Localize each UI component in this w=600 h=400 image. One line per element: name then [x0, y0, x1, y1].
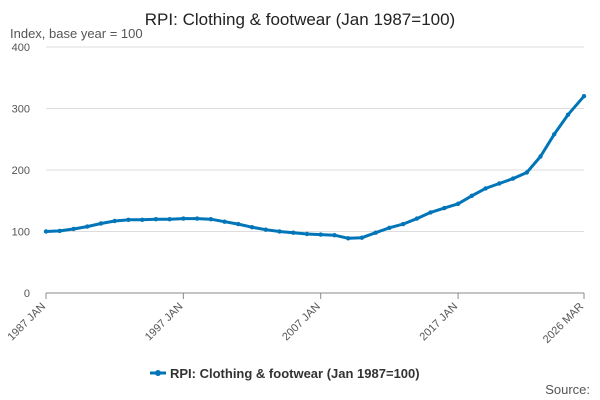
data-point — [510, 176, 516, 181]
data-point — [263, 227, 268, 232]
legend-marker — [155, 370, 161, 376]
data-point — [442, 205, 447, 211]
axes: 0 100 200 300 400 1987 JAN 1997 JAN 2007 JAN 201… — [5, 42, 586, 346]
data-point — [126, 217, 131, 222]
x-tick-label: 2026 MAR — [541, 301, 586, 346]
data-point — [483, 186, 488, 191]
data-point — [332, 233, 337, 238]
data-point — [236, 221, 241, 227]
data-point — [400, 221, 406, 227]
data-point — [538, 154, 543, 159]
data-point — [277, 229, 282, 234]
data-point — [208, 217, 213, 222]
data-point — [43, 229, 49, 234]
data-point — [153, 217, 159, 222]
chart-title: RPI: Clothing & footwear (Jan 1987=100) — [145, 10, 455, 29]
data-point — [455, 201, 461, 206]
data-point — [318, 232, 323, 237]
data-point — [194, 216, 200, 221]
data-point — [428, 210, 433, 215]
data-point — [304, 231, 310, 237]
data-point — [469, 193, 474, 198]
data-point — [552, 132, 557, 137]
data-point — [581, 94, 587, 99]
y-axis-label: Index, base year = 100 — [10, 26, 143, 41]
data-point — [98, 221, 104, 226]
data-point — [524, 170, 529, 175]
series-line — [44, 94, 586, 240]
data-point — [71, 226, 76, 232]
x-tick-label: 2007 JAN — [280, 301, 323, 344]
y-tick-label: 300 — [12, 104, 30, 116]
y-tick-label: 100 — [12, 227, 30, 239]
plot-area — [43, 94, 587, 241]
data-point — [181, 216, 186, 221]
data-point — [167, 217, 172, 222]
data-point — [565, 112, 571, 117]
y-tick-label: 400 — [12, 42, 30, 54]
data-point — [85, 224, 90, 229]
data-point — [57, 228, 62, 234]
data-point — [387, 225, 392, 230]
data-point — [414, 216, 420, 221]
data-point — [359, 235, 365, 240]
data-point — [249, 225, 255, 230]
y-tick-label: 200 — [12, 165, 30, 177]
data-point — [112, 218, 117, 224]
y-tick-label: 0 — [24, 288, 30, 300]
legend: RPI: Clothing & footwear (Jan 1987=100) — [150, 366, 420, 381]
data-point — [497, 181, 502, 186]
x-tick-label: 1987 JAN — [5, 301, 48, 344]
data-point — [291, 230, 296, 235]
data-point — [373, 230, 378, 235]
x-tick-label: 1997 JAN — [143, 301, 186, 344]
data-point — [222, 219, 227, 224]
data-point — [140, 217, 145, 222]
source-label: Source: — [545, 382, 590, 397]
gridlines — [46, 46, 584, 294]
data-point — [346, 236, 351, 241]
legend-label: RPI: Clothing & footwear (Jan 1987=100) — [170, 366, 420, 381]
x-tick-label: 2017 JAN — [418, 301, 461, 344]
